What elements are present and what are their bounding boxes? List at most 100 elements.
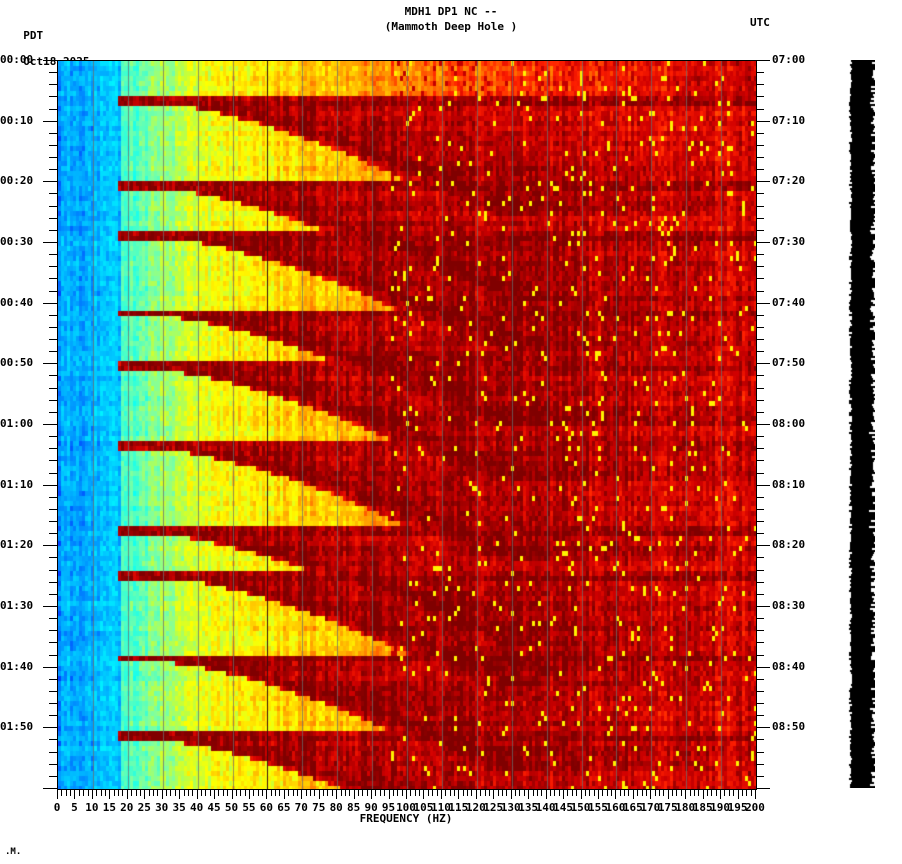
frequency-axis-minor-tick [589, 790, 590, 796]
right-axis-time-label: 08:40 [772, 659, 806, 673]
left-axis-major-tick [43, 424, 57, 425]
frequency-axis-minor-tick [332, 790, 333, 796]
right-axis-minor-tick [756, 703, 764, 704]
frequency-axis-tick-label: 55 [242, 801, 256, 814]
frequency-axis-tick-label: 150 [570, 801, 591, 814]
frequency-axis-minor-tick [576, 790, 577, 796]
frequency-axis-minor-tick [341, 790, 342, 796]
right-axis-minor-tick [756, 473, 764, 474]
left-axis-time-label: 00:40 [0, 295, 34, 309]
right-axis-time-label: 08:00 [772, 417, 806, 430]
frequency-axis-major-tick [493, 790, 494, 799]
right-axis-minor-tick [756, 679, 764, 680]
frequency-axis-minor-tick [711, 790, 712, 796]
frequency-axis-tick-label: 185 [692, 801, 713, 814]
right-axis-time-label: 08:20 [772, 538, 806, 552]
frequency-axis-minor-tick [698, 790, 699, 796]
frequency-axis-minor-tick [288, 790, 289, 796]
page-title: MDH1 DP1 NC -- (Mammoth Deep Hole ) [0, 4, 902, 34]
frequency-axis-minor-tick [602, 790, 603, 796]
frequency-axis-minor-tick [746, 790, 747, 796]
left-axis-minor-tick [49, 291, 57, 292]
right-axis-time-label: 07:10 [772, 113, 806, 127]
frequency-axis-minor-tick [253, 790, 254, 796]
right-axis-minor-tick [756, 557, 764, 558]
right-axis-minor-tick [756, 193, 764, 194]
left-axis-minor-tick [49, 448, 57, 449]
left-axis-major-tick [43, 667, 57, 668]
frequency-axis-major-tick [528, 790, 529, 799]
frequency-axis-minor-tick [624, 790, 625, 796]
amplitude-saturation-strip [845, 60, 875, 788]
frequency-axis-major-tick [336, 790, 337, 799]
left-axis-minor-tick [49, 206, 57, 207]
frequency-axis-minor-tick [432, 790, 433, 796]
frequency-axis-major-tick [650, 790, 651, 799]
left-axis-minor-tick [49, 473, 57, 474]
frequency-axis-minor-tick [594, 790, 595, 796]
frequency-axis-major-tick [406, 790, 407, 799]
frequency-axis-tick-label: 30 [155, 801, 169, 814]
frequency-axis-major-tick [266, 790, 267, 799]
left-axis-minor-tick [49, 460, 57, 461]
frequency-axis-major-tick [511, 790, 512, 799]
frequency-axis-minor-tick [681, 790, 682, 796]
frequency-axis-major-tick [755, 790, 756, 799]
left-axis-major-tick [43, 242, 57, 243]
frequency-axis-tick-label: 5 [71, 801, 78, 814]
frequency-axis-minor-tick [489, 790, 490, 796]
right-axis-time-label: 08:30 [772, 599, 806, 612]
frequency-axis-minor-tick [567, 790, 568, 796]
frequency-axis-tick-label: 135 [518, 801, 539, 814]
left-axis-minor-tick [49, 533, 57, 534]
frequency-axis-tick-label: 140 [535, 801, 556, 814]
left-axis-minor-tick [49, 412, 57, 413]
left-axis-time-label: 00:50 [0, 356, 34, 370]
left-axis-time-label: 00:30 [0, 235, 34, 248]
frequency-axis-minor-tick [515, 790, 516, 796]
right-axis-minor-tick [756, 448, 764, 449]
frequency-axis-minor-tick [223, 790, 224, 796]
frequency-axis-major-tick [162, 790, 163, 799]
left-axis-minor-tick [49, 218, 57, 219]
right-axis-minor-tick [756, 266, 764, 267]
frequency-axis-minor-tick [262, 790, 263, 796]
right-axis-minor-tick [756, 400, 764, 401]
right-axis-major-tick [756, 485, 770, 486]
left-axis-time-label: 01:40 [0, 659, 34, 673]
left-axis-minor-tick [49, 84, 57, 85]
frequency-axis-tick-label: 60 [259, 801, 274, 814]
frequency-axis-minor-tick [415, 790, 416, 796]
left-axis-minor-tick [49, 230, 57, 231]
frequency-axis-minor-tick [188, 790, 189, 796]
right-axis-time-label: 08:10 [772, 477, 806, 491]
frequency-axis-minor-tick [663, 790, 664, 796]
frequency-axis-tick-label: 130 [500, 801, 521, 814]
left-axis-minor-tick [49, 400, 57, 401]
frequency-axis-minor-tick [118, 790, 119, 796]
frequency-axis-minor-tick [310, 790, 311, 796]
left-axis-minor-tick [49, 715, 57, 716]
frequency-axis-tick-label: 165 [622, 801, 643, 814]
spectrogram-plot [57, 60, 757, 790]
left-axis-minor-tick [49, 278, 57, 279]
frequency-axis-major-tick [423, 790, 424, 799]
right-axis-major-tick [756, 606, 770, 607]
frequency-axis-minor-tick [463, 790, 464, 796]
frequency-axis-major-tick [703, 790, 704, 799]
left-axis-minor-tick [49, 691, 57, 692]
frequency-axis-minor-tick [306, 790, 307, 796]
frequency-axis-minor-tick [293, 790, 294, 796]
left-axis-minor-tick [49, 133, 57, 134]
left-axis-minor-tick [49, 145, 57, 146]
frequency-axis-major-tick [581, 790, 582, 799]
right-axis-minor-tick [756, 521, 764, 522]
left-axis-major-tick [43, 181, 57, 182]
frequency-axis-minor-tick [375, 790, 376, 796]
frequency-axis-tick-label: 175 [657, 801, 678, 814]
frequency-axis-minor-tick [170, 790, 171, 796]
frequency-axis-minor-tick [445, 790, 446, 796]
frequency-axis-minor-tick [327, 790, 328, 796]
right-axis-minor-tick [756, 715, 764, 716]
left-axis-minor-tick [49, 582, 57, 583]
